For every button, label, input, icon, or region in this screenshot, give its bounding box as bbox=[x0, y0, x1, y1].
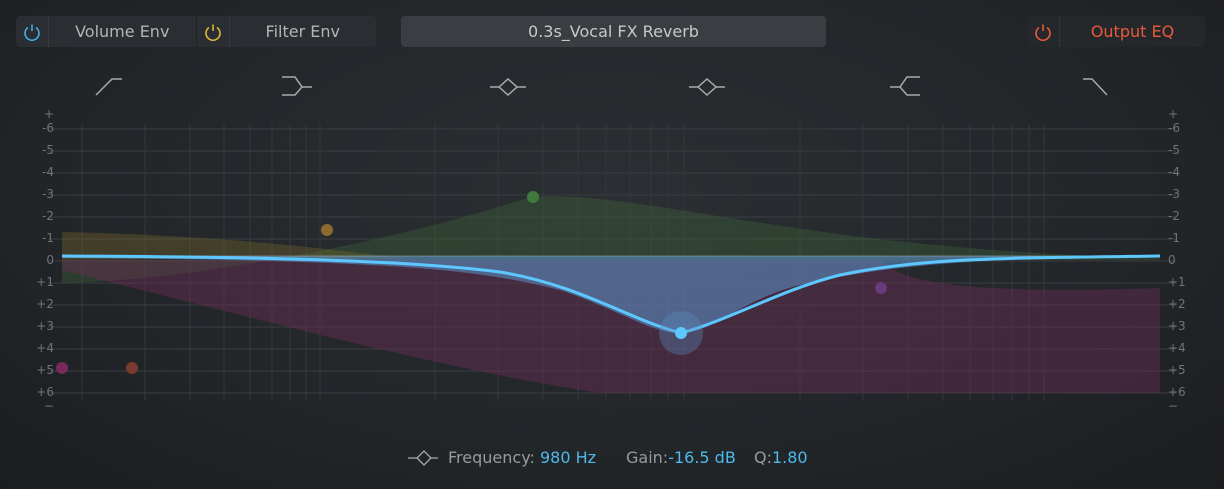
q-readout: Q:1.80 bbox=[754, 448, 808, 467]
axis-label: -4 bbox=[42, 165, 54, 179]
axis-label: + bbox=[1168, 107, 1179, 121]
envelope-toggle-group: Volume Env Filter Env bbox=[16, 16, 376, 47]
power-icon bbox=[1035, 24, 1051, 41]
high-shelf-icon[interactable] bbox=[890, 76, 920, 96]
power-icon bbox=[24, 24, 40, 41]
axis-label: +5 bbox=[1168, 363, 1186, 377]
axis-label: 0 bbox=[1168, 253, 1176, 267]
q-value[interactable]: 1.80 bbox=[771, 448, 808, 467]
output-eq-button[interactable]: Output EQ bbox=[1090, 22, 1175, 41]
peak-icon[interactable] bbox=[689, 77, 725, 97]
axis-label: -1 bbox=[1168, 231, 1180, 245]
axis-label: -4 bbox=[1168, 165, 1180, 179]
axis-label: -6 bbox=[1168, 121, 1180, 135]
axis-label: +1 bbox=[36, 275, 54, 289]
axis-label: -3 bbox=[1168, 187, 1180, 201]
axis-label: -2 bbox=[42, 209, 54, 223]
preset-name[interactable]: 0.3s_Vocal FX Reverb bbox=[401, 16, 826, 47]
axis-label: -6 bbox=[42, 121, 54, 135]
axis-label: 0 bbox=[46, 253, 54, 267]
gain-label: Gain: bbox=[626, 448, 669, 467]
filter-env-power-button[interactable] bbox=[197, 16, 230, 47]
band-5-handle[interactable] bbox=[875, 282, 887, 294]
axis-label: -5 bbox=[1168, 143, 1180, 157]
band-4-handle[interactable] bbox=[675, 327, 687, 339]
axis-label: +2 bbox=[1168, 297, 1186, 311]
power-icon bbox=[204, 24, 221, 41]
high-cut-icon[interactable] bbox=[1083, 78, 1108, 96]
filter-env-button[interactable]: Filter Env bbox=[265, 22, 340, 41]
gain-value[interactable]: -16.5 dB bbox=[668, 448, 736, 467]
frequency-label: Frequency: bbox=[448, 448, 535, 467]
axis-label: +4 bbox=[36, 341, 54, 355]
peak-icon bbox=[408, 450, 438, 466]
low-shelf-icon[interactable] bbox=[282, 76, 312, 96]
band-1-handle[interactable] bbox=[56, 362, 68, 374]
peak-icon[interactable] bbox=[490, 77, 526, 97]
band-3-handle[interactable] bbox=[527, 191, 539, 203]
axis-label: + bbox=[43, 107, 54, 121]
axis-label: +6 bbox=[36, 385, 54, 399]
output-eq-power-button[interactable] bbox=[1027, 16, 1060, 47]
axis-label: -2 bbox=[1168, 209, 1180, 223]
output-eq-toggle: Output EQ bbox=[1027, 16, 1205, 47]
axis-label: -5 bbox=[42, 143, 54, 157]
axis-label: +3 bbox=[1168, 319, 1186, 333]
band-5-area bbox=[62, 260, 1160, 393]
band-6-handle[interactable] bbox=[126, 362, 138, 374]
frequency-value[interactable]: 980 Hz bbox=[539, 448, 597, 467]
gain-readout: Gain:-16.5 dB bbox=[626, 448, 736, 467]
band-2-area bbox=[62, 232, 400, 260]
axis-label: +2 bbox=[36, 297, 54, 311]
axis-label: +1 bbox=[1168, 275, 1186, 289]
axis-label: +4 bbox=[1168, 341, 1186, 355]
volume-env-power-button[interactable] bbox=[16, 16, 49, 47]
frequency-readout: Frequency: 980 Hz bbox=[448, 448, 596, 467]
band-2-handle[interactable] bbox=[321, 224, 333, 236]
selected-band-area bbox=[62, 256, 1160, 333]
volume-env-button[interactable]: Volume Env bbox=[49, 16, 197, 47]
axis-label: − bbox=[1168, 399, 1179, 413]
band-3-area bbox=[62, 196, 1160, 283]
q-label: Q: bbox=[754, 448, 772, 467]
axis-label: -3 bbox=[42, 187, 54, 201]
axis-label: +3 bbox=[36, 319, 54, 333]
axis-label: − bbox=[43, 399, 54, 413]
low-cut-icon[interactable] bbox=[95, 78, 122, 96]
axis-label: -1 bbox=[42, 231, 54, 245]
axis-label: +6 bbox=[1168, 385, 1186, 399]
axis-label: +5 bbox=[36, 363, 54, 377]
